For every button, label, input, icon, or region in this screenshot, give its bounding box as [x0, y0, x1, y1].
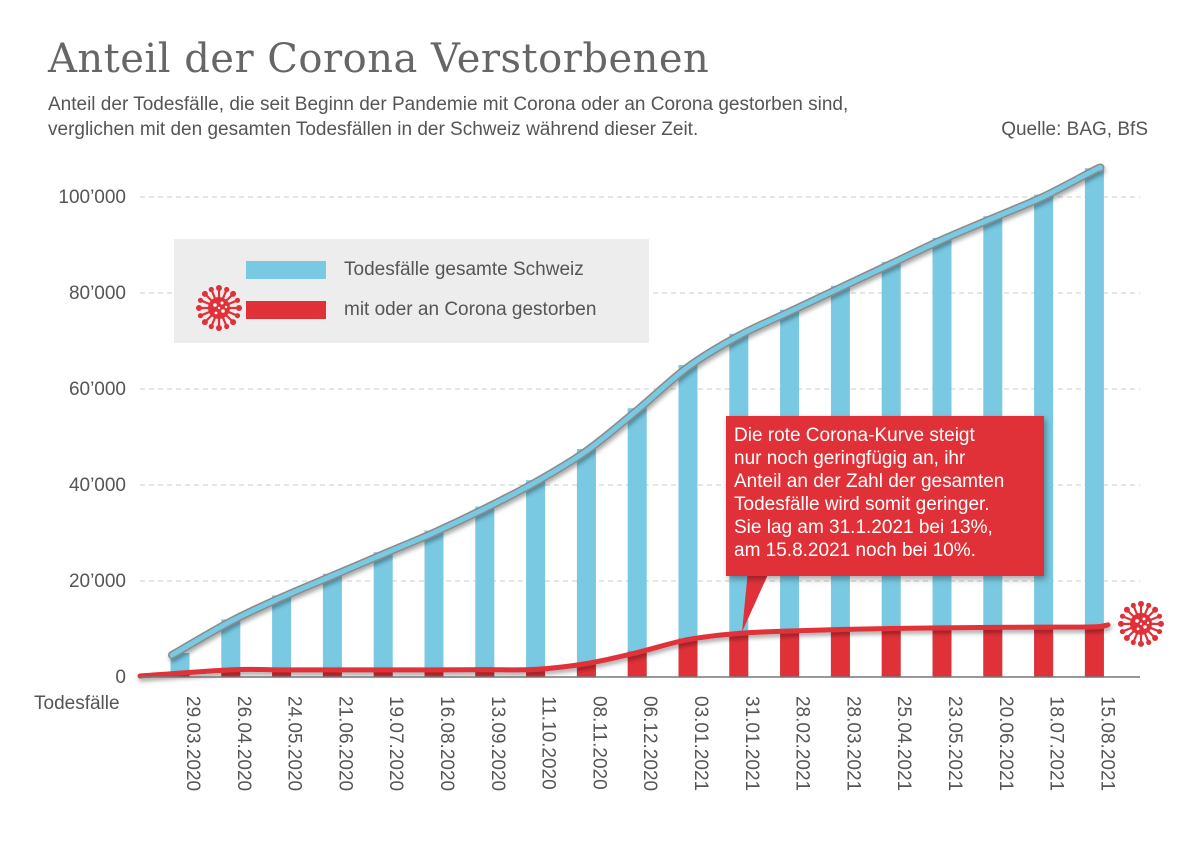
y-tick-label: 100’000 [58, 187, 126, 208]
chart-title: Anteil der Corona Verstorbenen [48, 36, 710, 82]
x-tick-label: 20.06.2021 [995, 696, 1016, 791]
bar-corona [373, 668, 393, 677]
bar-total [1084, 168, 1104, 677]
corona-line [137, 622, 1111, 679]
bar-total [526, 480, 546, 677]
annotation-callout: Die rote Corona-Kurve steigt nur noch ge… [726, 416, 1044, 576]
bar-total [272, 595, 292, 677]
y-tick-label: 80’000 [69, 283, 126, 304]
x-tick-label: 23.05.2021 [944, 696, 965, 791]
bar-total [424, 530, 444, 677]
x-tick-label: 29.03.2020 [182, 696, 203, 791]
x-tick-label: 28.02.2021 [792, 696, 813, 791]
x-tick-label: 25.04.2021 [893, 696, 914, 791]
legend-label-total: Todesfälle gesamte Schweiz [344, 259, 584, 280]
y-tick-label: 40’000 [69, 475, 126, 496]
legend: Todesfälle gesamte Schweiz mit oder an C… [174, 239, 649, 343]
bar-corona [678, 638, 698, 677]
x-tick-label: 03.01.2021 [690, 696, 711, 791]
x-tick-label: 06.12.2020 [639, 696, 660, 791]
bar-total [475, 506, 495, 677]
callout-line-4: Todesfälle wird somit geringer. [734, 494, 990, 515]
x-tick-label: 11.10.2020 [538, 696, 559, 790]
bar-corona [1034, 626, 1054, 677]
x-tick-label: 16.08.2020 [436, 696, 457, 791]
x-tick-label: 21.06.2020 [334, 696, 355, 791]
y-tick-label: 0 [115, 667, 126, 688]
bar-total [322, 573, 342, 677]
bar-total [678, 365, 698, 677]
bar-corona [424, 668, 444, 677]
x-tick-label: 19.07.2020 [385, 696, 406, 791]
bar-corona [475, 668, 495, 677]
y-tick-label: 20’000 [69, 571, 126, 592]
bar-corona [983, 626, 1003, 677]
bar-corona [729, 632, 749, 677]
callout-line-3: Anteil an der Zahl der gesamten [734, 471, 1005, 492]
y-tick-label: 60’000 [69, 379, 126, 400]
bar-corona [526, 668, 546, 677]
x-tick-label: 31.01.2021 [741, 696, 762, 791]
bar-total [221, 619, 241, 677]
callout-line-1: Die rote Corona-Kurve steigt [734, 425, 975, 446]
virus-icon [194, 283, 244, 333]
x-tick-label: 18.07.2021 [1046, 696, 1067, 791]
callout-line-5: Sie lag am 31.1.2021 bei 13%, [734, 517, 993, 538]
bar-corona [1084, 625, 1104, 677]
callout-pointer [742, 570, 770, 632]
bar-total [627, 408, 647, 677]
x-tick-label: 26.04.2020 [233, 696, 254, 791]
bar-corona [221, 668, 241, 677]
x-tick-label: 28.03.2021 [842, 696, 863, 791]
chart-subtitle: Anteil der Todesfälle, die seit Beginn d… [48, 92, 1008, 142]
y-axis-label: Todesfälle [34, 693, 120, 714]
bar-corona [322, 668, 342, 677]
bar-corona [881, 627, 901, 677]
legend-label-corona: mit oder an Corona gestorben [344, 299, 597, 320]
subtitle-line-2: verglichen mit den gesamten Todesfällen … [48, 119, 699, 140]
virus-icon [1116, 599, 1166, 648]
callout-line-6: am 15.8.2021 noch bei 10%. [734, 540, 976, 561]
x-tick-label: 24.05.2020 [284, 696, 305, 791]
source-note: Quelle: BAG, BfS [1001, 119, 1148, 140]
bar-total [373, 552, 393, 677]
bar-corona [627, 651, 647, 677]
bar-corona [830, 628, 850, 677]
total-line [169, 165, 1103, 658]
bar-corona [780, 629, 800, 677]
legend-swatch-total [246, 261, 326, 279]
x-tick-label: 15.08.2021 [1096, 696, 1117, 791]
callout-line-2: nur noch geringfügig an, ihr [734, 448, 966, 469]
bar-total [576, 449, 596, 677]
legend-swatch-corona [246, 301, 326, 319]
x-tick-label: 08.11.2020 [588, 696, 609, 790]
subtitle-line-1: Anteil der Todesfälle, die seit Beginn d… [48, 94, 849, 115]
bar-corona [932, 626, 952, 677]
x-tick-label: 13.09.2020 [487, 696, 508, 791]
bar-corona [272, 668, 292, 677]
